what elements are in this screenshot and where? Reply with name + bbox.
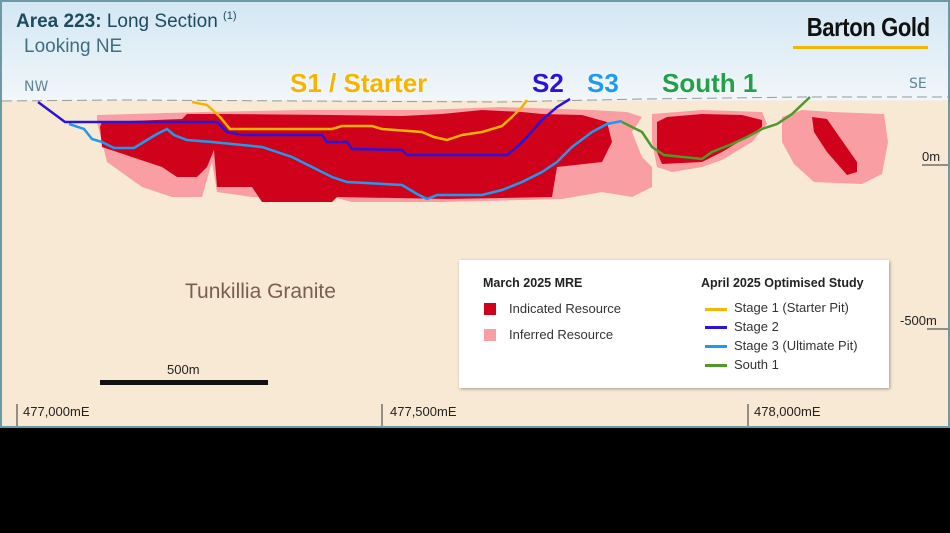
logo-underline xyxy=(793,46,928,49)
topography-line xyxy=(2,96,948,103)
geology-label: Tunkillia Granite xyxy=(185,280,336,303)
subtitle: Looking NE xyxy=(24,36,123,57)
stage3-pit-outline xyxy=(68,119,623,201)
direction-se: SE xyxy=(909,76,927,92)
pit-label-s2: S2 xyxy=(532,68,564,98)
page-title: Area 223: Long Section (1) xyxy=(16,10,237,33)
stage3-line-swatch xyxy=(705,345,727,348)
elevation-label-0m: 0m xyxy=(922,149,941,164)
legend-study-title: April 2025 Optimised Study xyxy=(701,276,864,290)
stage2-pit-outline xyxy=(37,97,571,157)
indicated-swatch xyxy=(484,303,496,315)
legend: March 2025 MRE Indicated Resource Inferr… xyxy=(459,260,889,388)
pit-label-s3: S3 xyxy=(587,68,619,98)
pit-label-s1: S1 / Starter xyxy=(290,68,428,98)
pit-label-south1: South 1 xyxy=(662,68,758,98)
scale-bar xyxy=(100,380,268,385)
stage2-line-swatch xyxy=(705,326,727,329)
legend-inferred-label: Inferred Resource xyxy=(509,327,614,342)
legend-stage1-label: Stage 1 (Starter Pit) xyxy=(734,300,849,315)
title-rest: Long Section xyxy=(106,11,218,32)
stage1-line-swatch xyxy=(705,308,727,311)
legend-indicated-label: Indicated Resource xyxy=(509,301,622,316)
title-bold: Area 223: xyxy=(16,11,102,32)
stage1-pit-outline xyxy=(191,99,529,142)
indicated-resource-south1 xyxy=(657,114,762,164)
legend-south1-label: South 1 xyxy=(734,357,779,372)
easting-label-478000: 478,000mE xyxy=(754,404,821,419)
south1-pit-outline xyxy=(621,96,811,161)
easting-label-477000: 477,000mE xyxy=(23,404,90,419)
legend-stage3-label: Stage 3 (Ultimate Pit) xyxy=(734,338,858,353)
scale-bar-label: 500m xyxy=(167,362,200,377)
elevation-label-minus500m: -500m xyxy=(900,313,937,328)
barton-gold-logo: Barton Gold xyxy=(806,12,930,42)
indicated-resource-far-se xyxy=(812,117,857,175)
legend-stage2-label: Stage 2 xyxy=(734,319,779,334)
easting-label-477500: 477,500mE xyxy=(390,404,457,419)
direction-nw: NW xyxy=(24,79,49,95)
south1-line-swatch xyxy=(705,364,727,367)
legend-mre-title: March 2025 MRE xyxy=(483,276,583,290)
section-drawing xyxy=(2,96,948,426)
title-footnote: (1) xyxy=(223,10,237,22)
inferred-swatch xyxy=(484,329,496,341)
long-section-figure: Area 223: Long Section (1) Looking NE Ba… xyxy=(0,0,950,428)
